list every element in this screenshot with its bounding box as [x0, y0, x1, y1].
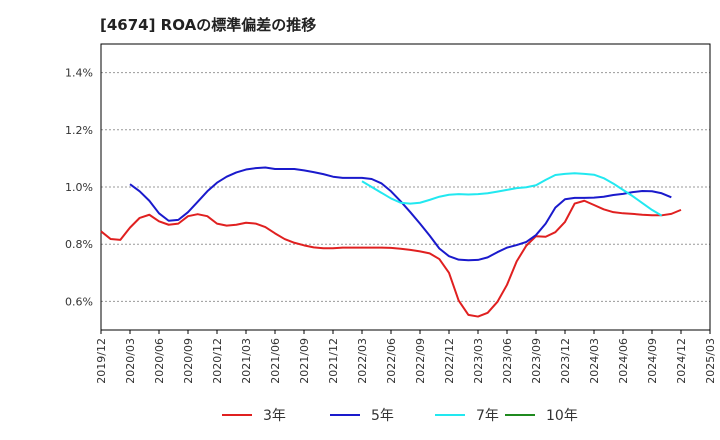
series-layer — [100, 166, 682, 318]
x-tick-label: 2022/12 — [443, 338, 456, 384]
x-tick-label: 2020/06 — [153, 338, 166, 384]
x-tick-label: 2019/12 — [95, 338, 108, 384]
y-tick-label: 0.8% — [65, 238, 93, 251]
x-tick-label: 2024/09 — [646, 338, 659, 384]
y-axis: 0.6% 0.8% 1.0% 1.2% 1.4% — [65, 67, 93, 309]
y-tick-label: 0.6% — [65, 295, 93, 308]
x-tick-label: 2022/03 — [356, 338, 369, 384]
x-tick-label: 2023/06 — [501, 338, 514, 384]
legend-label: 10年 — [546, 408, 578, 424]
legend-label: 3年 — [263, 408, 286, 424]
x-tick-label: 2020/09 — [182, 338, 195, 384]
x-tick-label: 2021/06 — [269, 338, 282, 384]
plot-area-frame — [100, 43, 711, 331]
y-tick-label: 1.2% — [65, 124, 93, 137]
x-tick-label: 2025/03 — [704, 338, 717, 384]
x-tick-label: 2024/03 — [588, 338, 601, 384]
x-tick-label: 2021/03 — [240, 338, 253, 384]
legend-label: 5年 — [371, 408, 394, 424]
series-line-7年 — [361, 172, 663, 217]
legend: 3年 5年 7年 10年 — [222, 408, 578, 424]
x-axis: 2019/12 2020/03 2020/06 2020/09 2020/12 2021/… — [95, 330, 717, 384]
x-tick-label: 2023/09 — [530, 338, 543, 384]
x-tick-label: 2022/06 — [385, 338, 398, 384]
chart-title: [4674] ROAの標準偏差の推移 — [100, 16, 317, 34]
grid-layer — [101, 72, 710, 302]
x-tick-label: 2024/12 — [675, 338, 688, 384]
series-line-5年 — [129, 166, 672, 262]
x-tick-label: 2023/03 — [472, 338, 485, 384]
x-tick-label: 2023/12 — [559, 338, 572, 384]
x-tick-label: 2020/03 — [124, 338, 137, 384]
series-line-3年 — [100, 199, 682, 318]
x-tick-label: 2020/12 — [211, 338, 224, 384]
x-tick-label: 2022/09 — [414, 338, 427, 384]
x-tick-label: 2021/12 — [327, 338, 340, 384]
x-tick-label: 2021/09 — [298, 338, 311, 384]
legend-label: 7年 — [476, 408, 499, 424]
y-tick-label: 1.0% — [65, 181, 93, 194]
x-tick-label: 2024/06 — [617, 338, 630, 384]
y-tick-label: 1.4% — [65, 67, 93, 80]
